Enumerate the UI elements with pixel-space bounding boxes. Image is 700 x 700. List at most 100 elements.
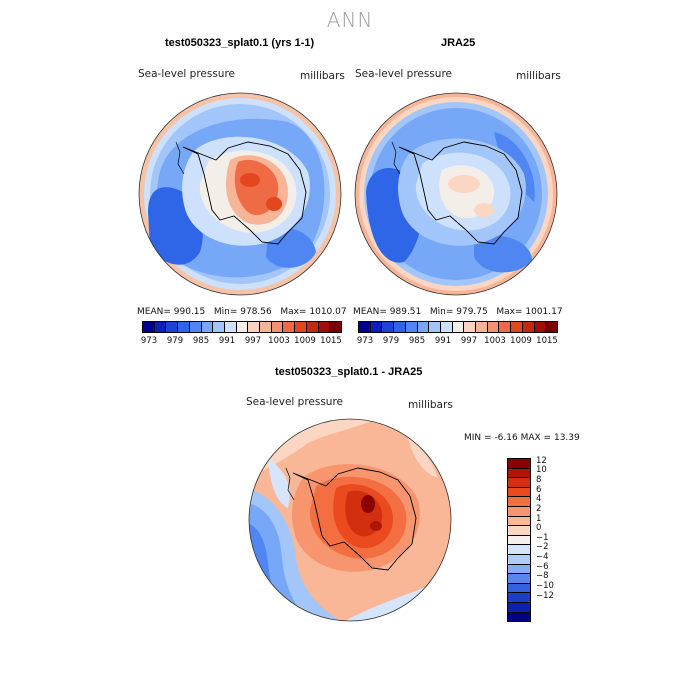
panel3-map	[248, 418, 452, 622]
panel2-colorbar-ticks: 973 979 985 991 997 1003 1009 1015	[352, 336, 560, 346]
colorbar-swatch	[508, 602, 530, 613]
panel2-max-value: 1001.17	[525, 307, 563, 317]
colorbar-swatch	[260, 322, 272, 332]
panel2-min-value: 979.75	[456, 307, 488, 317]
panel3-min-label: MIN =	[464, 433, 492, 443]
panel3-max-label: MAX =	[520, 433, 552, 443]
panel2-colorbar	[358, 321, 558, 333]
colorbar-tick-label: −4	[536, 552, 549, 563]
colorbar-tick-label: −6	[536, 561, 549, 572]
colorbar-tick-label: 0	[536, 523, 542, 534]
panel3-title: test050323_splat0.1 - JRA25	[275, 366, 423, 378]
colorbar-swatch	[283, 322, 296, 332]
panel2-units-label: millibars	[516, 70, 561, 82]
colorbar-tick-label: −12	[536, 590, 554, 601]
colorbar-swatch	[499, 322, 512, 332]
panel3-max-value: 13.39	[553, 433, 580, 443]
colorbar-tick-label: 1	[536, 513, 542, 524]
colorbar-swatch	[295, 322, 307, 332]
colorbar-swatch	[476, 322, 488, 332]
panel3-stats: MIN = -6.16 MAX = 13.39	[464, 433, 580, 443]
colorbar-tick-label: 973	[356, 336, 374, 346]
panel1-max-value: 1010.07	[309, 307, 347, 317]
colorbar-tick-label: −8	[536, 571, 549, 582]
colorbar-tick-label: 973	[140, 336, 158, 346]
panel2-variable-label: Sea-level pressure	[355, 68, 453, 80]
colorbar-swatch	[508, 564, 530, 575]
colorbar-swatch	[201, 322, 214, 332]
colorbar-swatch	[522, 322, 535, 332]
panel2-mean-value: 989.51	[389, 307, 422, 317]
colorbar-tick-label: −2	[536, 542, 549, 553]
colorbar-swatch	[508, 487, 530, 498]
colorbar-swatch	[330, 322, 341, 332]
colorbar-tick-label: 1015	[536, 336, 558, 346]
colorbar-swatch	[508, 506, 530, 517]
panel1-stats: MEAN= 990.15 Min= 978.56 Max= 1010.07	[137, 307, 347, 317]
colorbar-tick-label: −1	[536, 532, 549, 543]
colorbar-swatch	[143, 322, 155, 332]
colorbar-swatch	[534, 322, 547, 332]
panel1-min-label: Min=	[213, 307, 238, 317]
colorbar-swatch	[508, 545, 530, 555]
panel2-map	[354, 92, 558, 296]
colorbar-swatch	[306, 322, 319, 332]
colorbar-swatch	[178, 322, 190, 332]
colorbar-tick-label: 997	[460, 336, 478, 346]
colorbar-swatch	[359, 322, 371, 332]
colorbar-swatch	[405, 322, 418, 332]
colorbar-swatch	[271, 322, 284, 332]
colorbar-swatch	[452, 322, 465, 332]
panel1-colorbar	[142, 321, 342, 333]
colorbar-swatch	[189, 322, 202, 332]
panel1-map	[138, 92, 342, 296]
colorbar-swatch	[429, 322, 441, 332]
colorbar-tick-label: 12	[536, 455, 547, 466]
colorbar-tick-label: 979	[166, 336, 184, 346]
panel3-min-value: -6.16	[494, 433, 518, 443]
page-title: ANN	[326, 8, 374, 32]
colorbar-tick-label: 10	[536, 465, 547, 476]
colorbar-swatch	[511, 322, 523, 332]
panel1-units-label: millibars	[300, 70, 345, 82]
colorbar-tick-label: 985	[192, 336, 210, 346]
panel2-min-label: Min=	[429, 307, 454, 317]
colorbar-swatch	[370, 322, 383, 332]
colorbar-swatch	[382, 322, 395, 332]
colorbar-swatch	[213, 322, 225, 332]
colorbar-swatch	[394, 322, 406, 332]
panel2-stats: MEAN= 989.51 Min= 979.75 Max= 1001.17	[353, 307, 563, 317]
colorbar-tick-label: 1009	[510, 336, 532, 346]
panel3-units-label: millibars	[408, 399, 453, 411]
panel2-max-label: Max=	[496, 307, 523, 317]
colorbar-swatch	[248, 322, 261, 332]
colorbar-swatch	[508, 497, 530, 507]
colorbar-tick-label: −10	[536, 581, 554, 592]
colorbar-swatch	[508, 526, 530, 536]
colorbar-tick-label: 1003	[268, 336, 290, 346]
colorbar-tick-label: 1009	[294, 336, 316, 346]
panel1-title: test050323_splat0.1 (yrs 1-1)	[165, 37, 315, 49]
colorbar-swatch	[440, 322, 453, 332]
colorbar-swatch	[318, 322, 331, 332]
colorbar-tick-label: 985	[408, 336, 426, 346]
panel1-colorbar-ticks: 973 979 985 991 997 1003 1009 1015	[136, 336, 344, 346]
colorbar-swatch	[508, 583, 530, 594]
colorbar-tick-label: 6	[536, 484, 542, 495]
panel1-min-value: 978.56	[240, 307, 272, 317]
panel1-max-label: Max=	[280, 307, 307, 317]
panel1-mean-label: MEAN=	[137, 307, 171, 317]
colorbar-swatch	[464, 322, 477, 332]
colorbar-swatch	[508, 554, 530, 565]
panel3-variable-label: Sea-level pressure	[246, 396, 344, 408]
panel3-colorbar-ticks: 12 10 8 6 4 2 1 0 −1 −2 −4 −6 −8 −10 −12	[536, 455, 576, 622]
colorbar-swatch	[508, 612, 530, 622]
colorbar-swatch	[508, 535, 530, 546]
colorbar-swatch	[236, 322, 249, 332]
panel2-mean-label: MEAN=	[353, 307, 387, 317]
colorbar-tick-label: 979	[382, 336, 400, 346]
colorbar-swatch	[417, 322, 430, 332]
colorbar-tick-label: 991	[218, 336, 236, 346]
colorbar-swatch	[508, 478, 530, 488]
panel2-title: JRA25	[441, 37, 476, 49]
